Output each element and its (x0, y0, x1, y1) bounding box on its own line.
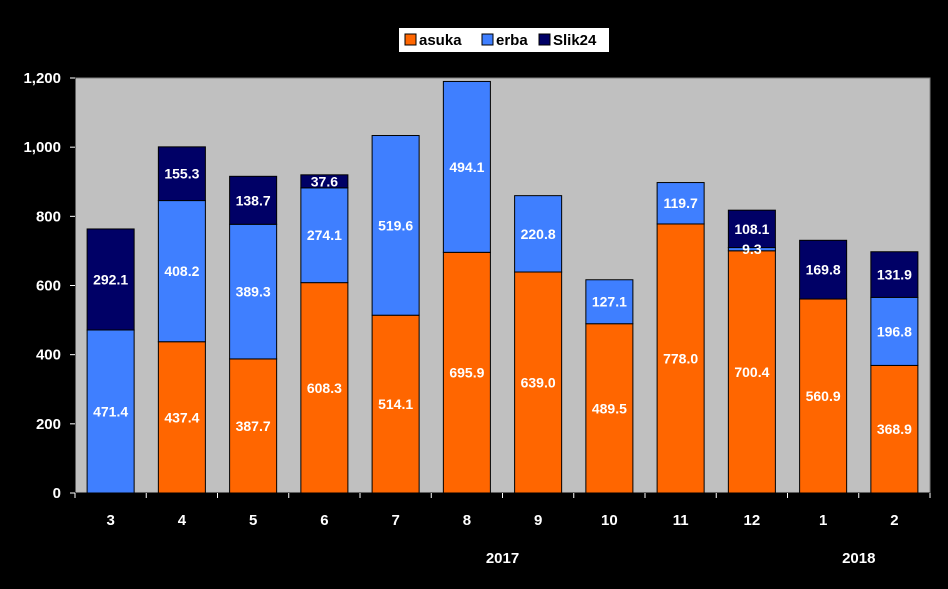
bar-segment-slik24 (799, 239, 848, 300)
data-label: 437.4 (164, 409, 199, 425)
y-axis: 0 200 400 600 800 1,000 1,200 (23, 70, 76, 502)
bar-segment-slik24 (86, 228, 135, 331)
bar-segment-asuka (371, 314, 420, 494)
bar-segment-erba (371, 135, 420, 316)
bar-segment-asuka (229, 358, 278, 494)
data-label: 127.1 (592, 294, 627, 310)
bar-segment-asuka (870, 364, 919, 494)
data-label: 368.9 (877, 421, 912, 437)
bar-segment-erba (656, 182, 705, 225)
bar-segment-erba (86, 329, 135, 494)
data-label: 695.9 (449, 365, 484, 381)
data-label: 389.3 (236, 284, 271, 300)
legend-swatch-slik24 (538, 33, 551, 46)
data-label: 108.1 (734, 221, 769, 237)
data-label: 9.3 (742, 241, 762, 257)
data-label: 220.8 (521, 226, 556, 242)
x-tick-label: 5 (249, 512, 257, 529)
legend-label-slik24: Slik24 (553, 32, 597, 49)
data-label: 155.3 (164, 166, 199, 182)
x-tick-label: 4 (178, 512, 187, 529)
data-label: 169.8 (806, 262, 841, 278)
data-labels: 471.4 292.1 437.4 408.2 155.3 387.7 389.3 138.7… (93, 159, 912, 437)
bar-segment-erba (300, 187, 349, 284)
x-tick-label: 12 (744, 512, 761, 529)
data-label: 119.7 (663, 195, 697, 211)
data-label: 700.4 (734, 364, 769, 380)
data-label: 37.6 (311, 173, 338, 189)
data-label: 519.6 (378, 217, 413, 233)
data-label: 608.3 (307, 380, 342, 396)
bar-segment-slik24 (870, 251, 919, 298)
data-label: 196.8 (877, 323, 912, 339)
y-tick-label: 800 (36, 208, 61, 225)
data-label: 471.4 (93, 403, 128, 419)
x-tick-label: 8 (463, 512, 471, 529)
x-tick-label: 11 (673, 512, 689, 529)
x-tick-label: 1 (819, 512, 827, 529)
data-label: 778.0 (663, 350, 698, 366)
data-label: 560.9 (806, 388, 841, 404)
data-label: 489.5 (592, 400, 627, 416)
x-tick-label: 9 (534, 512, 542, 529)
data-label: 138.7 (236, 192, 271, 208)
x-year-label: 2018 (842, 550, 875, 567)
data-label: 387.7 (236, 418, 271, 434)
legend-box (399, 28, 609, 52)
bar-segment-asuka (157, 341, 206, 494)
x-tick-label: 6 (320, 512, 328, 529)
bars (86, 80, 919, 494)
legend-label-asuka: asuka (419, 32, 462, 49)
data-label: 639.0 (521, 375, 556, 391)
legend: asuka erba Slik24 (399, 28, 609, 52)
legend-swatch-asuka (404, 33, 417, 46)
x-tick-label: 3 (106, 512, 114, 529)
data-label: 408.2 (164, 263, 199, 279)
bar-segment-slik24 (300, 174, 349, 189)
legend-swatch-erba (481, 33, 494, 46)
bar-segment-asuka (300, 282, 349, 494)
y-tick-label: 600 (36, 278, 61, 295)
x-tick-label: 2 (890, 512, 898, 529)
bar-segment-slik24 (229, 175, 278, 225)
y-tick-label: 1,000 (23, 139, 61, 156)
y-tick-label: 200 (36, 416, 61, 433)
x-tick-label: 7 (391, 512, 399, 529)
x-tick-label: 10 (601, 512, 618, 529)
data-label: 131.9 (877, 267, 912, 283)
bar-segment-erba (442, 80, 491, 253)
data-label: 292.1 (93, 271, 128, 287)
y-tick-label: 0 (53, 485, 61, 502)
bar-segment-asuka (514, 271, 563, 494)
legend-label-erba: erba (496, 32, 528, 49)
bar-segment-asuka (585, 323, 634, 494)
data-label: 494.1 (449, 159, 484, 175)
bar-segment-slik24 (727, 209, 776, 249)
bar-segment-erba (870, 296, 919, 366)
bar-segment-erba (157, 200, 206, 343)
y-tick-label: 400 (36, 347, 61, 364)
data-label: 514.1 (378, 396, 413, 412)
bar-segment-erba (585, 279, 634, 325)
bar-segment-slik24 (157, 146, 206, 202)
data-label: 274.1 (307, 227, 342, 243)
bar-segment-erba (514, 195, 563, 273)
y-tick-label: 1,200 (23, 70, 61, 87)
plot-area (74, 77, 931, 494)
x-year-label: 2017 (486, 550, 519, 567)
bar-segment-erba (229, 223, 278, 360)
